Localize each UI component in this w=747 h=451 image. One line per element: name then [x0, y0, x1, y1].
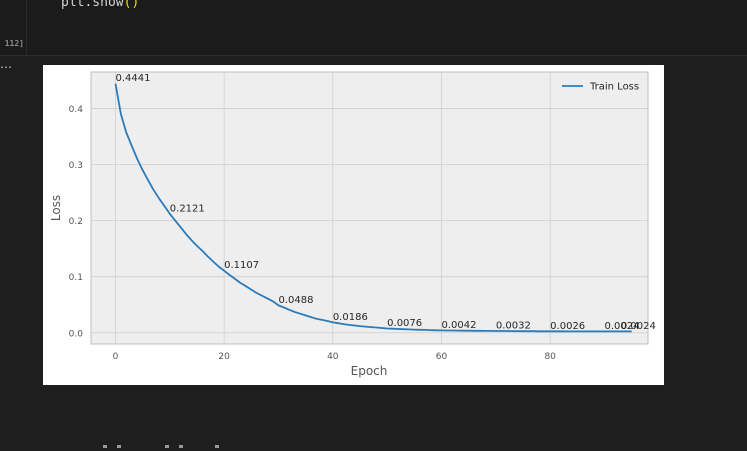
data-label: 0.0024: [605, 321, 640, 332]
code-parens: (): [123, 0, 140, 10]
execution-count: 112]: [4, 39, 24, 48]
data-label: 0.1107: [224, 260, 259, 271]
y-tick-label: 0.1: [69, 273, 83, 283]
cell-gutter: 112]: [0, 0, 27, 55]
legend: Train Loss: [562, 82, 639, 93]
x-axis-ticks: 0 20 40 60 80: [113, 352, 557, 362]
data-label: 0.0024: [621, 321, 656, 332]
data-label: 0.0488: [278, 295, 313, 306]
loss-chart: 0 20 40 60 80 0.00.10.20.30.4 0.44410.21210.…: [49, 71, 656, 378]
x-axis-label: Epoch: [351, 364, 388, 378]
grid-lines: [91, 72, 648, 344]
y-axis-ticks: 0.0 0.1 0.2 0.3 0.4: [69, 105, 84, 339]
y-tick-label: 0.0: [69, 329, 84, 339]
x-tick-label: 40: [327, 352, 339, 362]
x-tick-label: 60: [436, 352, 448, 362]
plot-area: [90, 71, 649, 345]
y-tick-label: 0.4: [69, 105, 84, 115]
code-text: plt.show: [61, 0, 124, 10]
y-axis-label: Loss: [49, 195, 63, 221]
y-tick-label: 0.2: [69, 217, 83, 227]
ellipsis-icon[interactable]: ⋯: [0, 60, 13, 74]
series-layer: [114, 83, 632, 333]
data-label: 0.0026: [550, 321, 585, 332]
data-label: 0.0186: [333, 312, 368, 323]
y-tick-label: 0.3: [69, 161, 83, 171]
data-label: 0.0076: [387, 318, 422, 329]
data-label: 0.0042: [442, 320, 477, 331]
x-tick-label: 80: [544, 352, 556, 362]
code-cell[interactable]: 112] plt.show(): [0, 0, 747, 56]
data-label: 0.0032: [496, 320, 531, 331]
legend-label: Train Loss: [589, 82, 639, 93]
data-label: 0.2121: [170, 203, 205, 214]
data-label: 0.4441: [115, 73, 150, 84]
x-tick-label: 20: [218, 352, 230, 362]
x-tick-label: 0: [113, 352, 119, 362]
cell-output: 0 20 40 60 80 0.0 0.1 0.2 0.3 0.4 0.4441 0.2121 0.…: [43, 65, 664, 385]
annotations-layer: 0.4441 0.2121 0.1107 0.0488 0.0186 0.0076 0.00…: [115, 73, 655, 332]
code-line[interactable]: plt.show(): [61, 0, 139, 10]
next-cell-code-fragment: [95, 445, 235, 451]
train-loss-line: [114, 83, 632, 333]
